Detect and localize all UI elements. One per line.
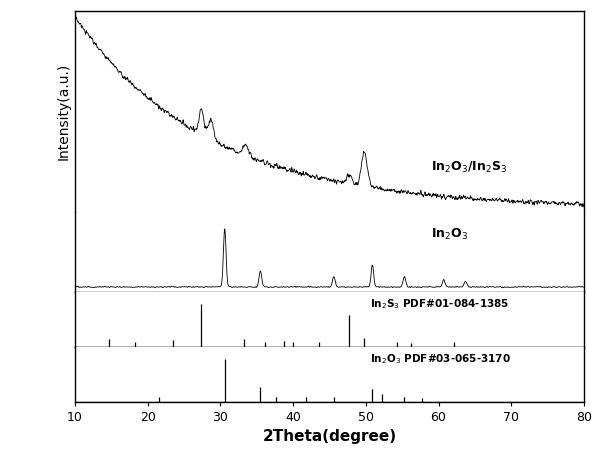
Y-axis label: Intensity(a.u.): Intensity(a.u.) bbox=[57, 63, 71, 160]
Text: In$_2$S$_3$ PDF#01-084-1385: In$_2$S$_3$ PDF#01-084-1385 bbox=[370, 297, 509, 311]
Text: In$_2$O$_3$: In$_2$O$_3$ bbox=[431, 226, 468, 241]
Text: In$_2$O$_3$ PDF#03-065-3170: In$_2$O$_3$ PDF#03-065-3170 bbox=[370, 352, 511, 366]
Text: In$_2$O$_3$/In$_2$S$_3$: In$_2$O$_3$/In$_2$S$_3$ bbox=[431, 160, 508, 175]
X-axis label: 2Theta(degree): 2Theta(degree) bbox=[262, 429, 397, 444]
